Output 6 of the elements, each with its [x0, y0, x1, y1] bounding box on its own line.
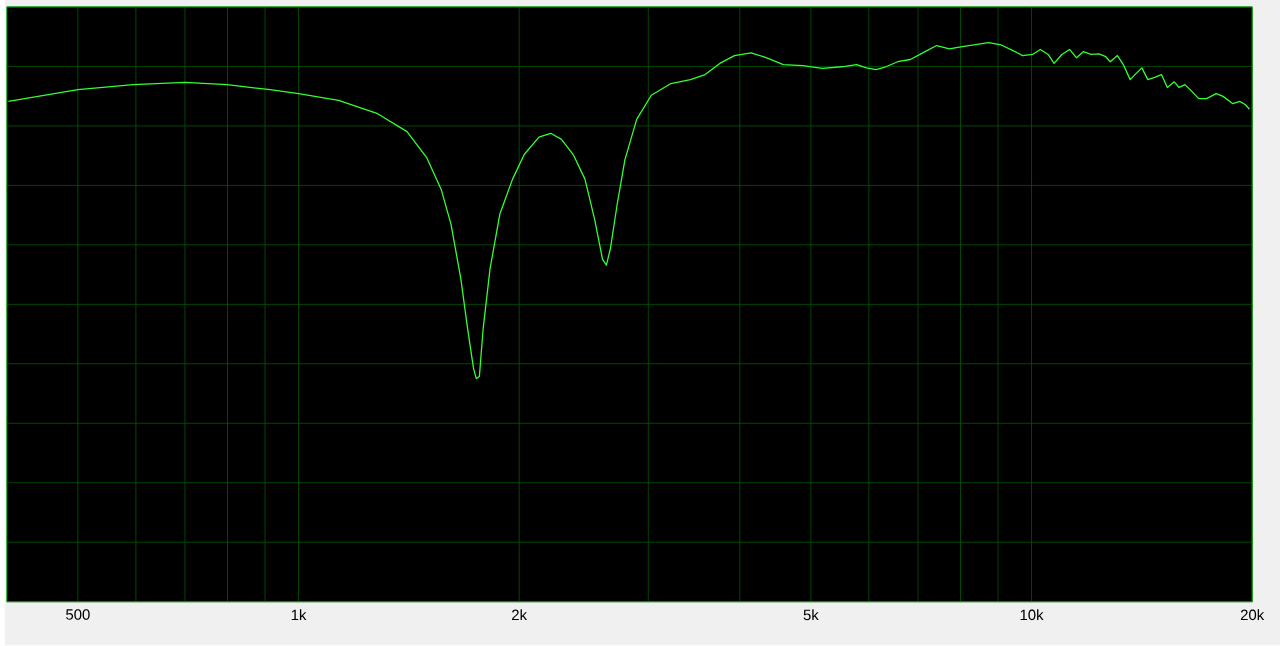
x-tick-label: 20k: [1240, 609, 1265, 621]
x-tick-label: 1k: [291, 609, 307, 621]
x-tick-label: 10k: [1020, 609, 1044, 621]
x-tick-label: 500: [66, 609, 90, 620]
x-tick-label: 2k: [512, 609, 528, 621]
x-tick-label: 5k: [803, 609, 819, 621]
